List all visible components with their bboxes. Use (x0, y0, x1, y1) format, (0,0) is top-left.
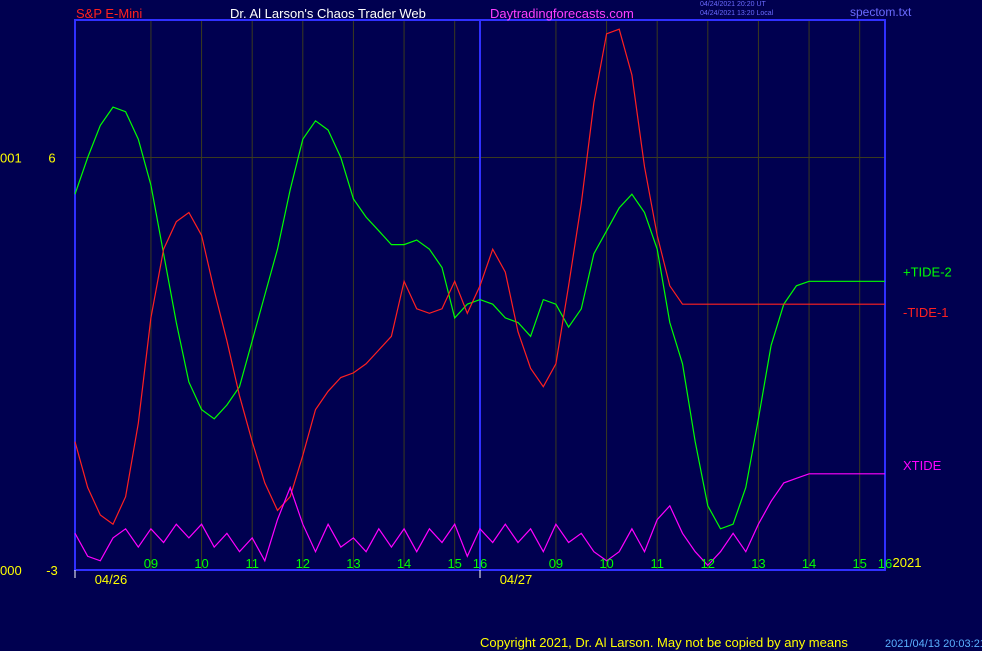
copyright-text: Copyright 2021, Dr. Al Larson. May not b… (480, 635, 848, 650)
timestamp-utc: 04/24/2021 20:20 UT (700, 1, 766, 8)
year-label: 2021 (893, 555, 922, 570)
x-hour-label: 14 (802, 556, 816, 571)
legend-label-xtide: XTIDE (903, 458, 942, 473)
file-name: spectom.txt (850, 5, 912, 19)
x-hour-label: 16 (473, 556, 487, 571)
x-date-label: 04/26 (95, 572, 128, 587)
y-side-label: 000 (0, 563, 22, 578)
x-hour-label: 16 (878, 556, 892, 571)
x-date-label: 04/27 (500, 572, 533, 587)
x-hour-label: 13 (346, 556, 360, 571)
x-hour-label: 09 (549, 556, 563, 571)
series-line-xtide (74, 473, 885, 567)
x-hour-label: 12 (296, 556, 310, 571)
y-side-label: 001 (0, 151, 22, 166)
footer-code: 2021/04/13 20:03:21 (885, 638, 982, 650)
site-url-link[interactable]: Daytradingforecasts.com (490, 6, 634, 21)
series-line-tide-2 (74, 106, 885, 530)
timestamp-local: 04/24/2021 13:20 Local (700, 10, 774, 17)
x-hour-label: 09 (144, 556, 158, 571)
x-hour-label: 14 (397, 556, 411, 571)
x-hour-label: 10 (599, 556, 613, 571)
x-hour-label: 15 (852, 556, 866, 571)
legend-label-tide-2: +TIDE-2 (903, 264, 952, 279)
x-hour-label: 12 (701, 556, 715, 571)
x-hour-label: 15 (447, 556, 461, 571)
series-line-tide-1 (74, 28, 885, 526)
legend-label-tide-1: -TIDE-1 (903, 305, 949, 320)
instrument-title: S&P E-Mini (76, 6, 143, 21)
x-hour-label: 13 (751, 556, 765, 571)
x-hour-label: 11 (245, 556, 259, 571)
y-tick-label: 6 (48, 151, 55, 166)
x-hour-label: 11 (650, 556, 664, 571)
x-hour-label: 10 (194, 556, 208, 571)
site-title: Dr. Al Larson's Chaos Trader Web (230, 6, 426, 21)
y-tick-label: -3 (46, 563, 58, 578)
